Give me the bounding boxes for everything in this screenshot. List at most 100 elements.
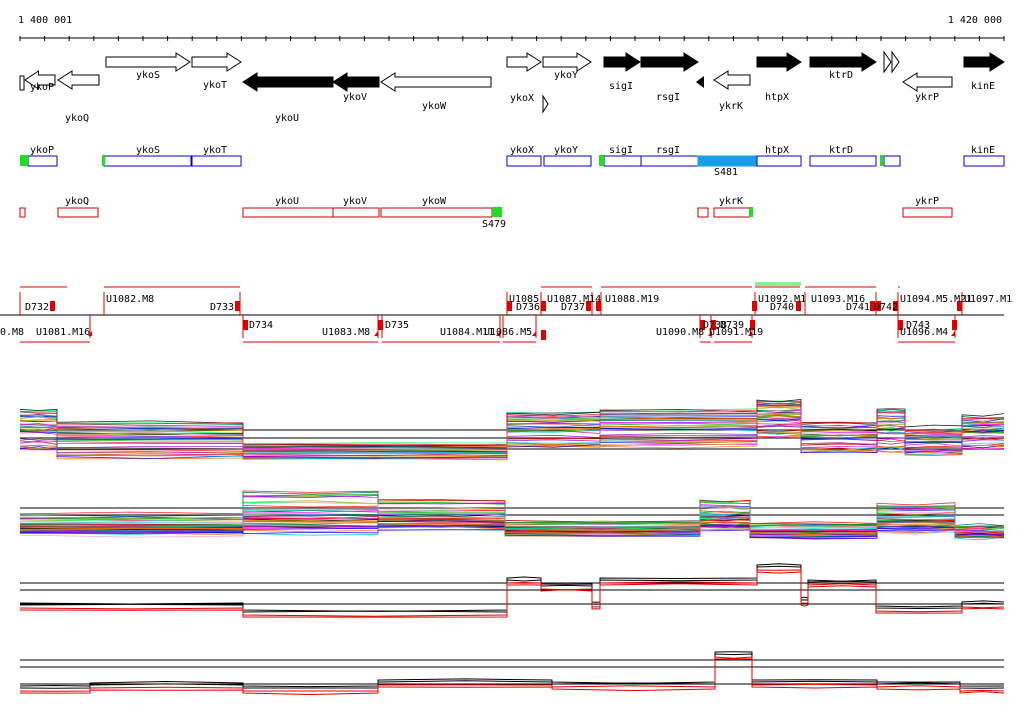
segment-label: D736	[516, 302, 540, 313]
plus-box-ykoS[interactable]: ykoS	[103, 145, 192, 167]
gene-label: ykoV	[343, 92, 367, 103]
small-arrow-icon	[891, 50, 900, 74]
start-coordinate: 1 400 001	[18, 15, 72, 26]
segment-label: U1091.M19	[709, 327, 763, 338]
plus-box-htpX[interactable]: htpX	[756, 145, 802, 167]
gene-label: ktrD	[829, 70, 853, 81]
segment-label: U1081.M16	[36, 327, 90, 338]
plus-box-sigI[interactable]: sigI	[603, 145, 642, 167]
gene-arrow-ykoU[interactable]: ykoU	[242, 72, 334, 124]
minus-extra-label: S479	[482, 219, 506, 230]
segment-label: D742	[874, 302, 898, 313]
gene-arrow-ykoX[interactable]: ykoX	[506, 52, 542, 104]
minus-box-ykoU[interactable]: ykoU	[242, 196, 334, 218]
plus-box-small[interactable]	[883, 155, 901, 167]
gene-label: ykoU	[275, 113, 299, 124]
segment-label: D738	[703, 320, 727, 331]
segment-label: D743	[906, 320, 930, 331]
segment-label: D740	[770, 302, 794, 313]
minus-box-label: ykoU	[275, 196, 299, 207]
segment-label: D737	[561, 302, 585, 313]
minus-box-ykrK[interactable]: ykrK	[713, 196, 751, 218]
segment-label: D739	[720, 320, 744, 331]
gene-label: ykoX	[510, 93, 534, 104]
plus-box-ykoY[interactable]: ykoY	[543, 145, 592, 167]
green-marker	[749, 207, 753, 217]
gene-arrow-ykoT[interactable]: ykoT	[191, 52, 242, 91]
gene-arrow-ykrK[interactable]: ykrK	[713, 70, 751, 112]
plus-box-rsgI[interactable]: rsgI	[640, 145, 699, 167]
small-arrow-icon	[542, 94, 549, 114]
plus-box-ykoT[interactable]: ykoT	[191, 145, 242, 167]
segment-label: U1096.M4	[900, 327, 948, 338]
minus-box-label: ykoW	[422, 196, 447, 207]
gene-label: ykoQ	[65, 113, 89, 124]
gene-arrow-ykoQ[interactable]: ykoQ	[57, 70, 100, 124]
plus-box-label: htpX	[765, 145, 789, 156]
plus-box-label: ykoP	[30, 145, 54, 156]
plus-box-ykoP[interactable]: ykoP	[27, 145, 58, 167]
gene-label: ykoT	[203, 80, 227, 91]
gene-arrow-ykoP[interactable]: ykoP	[24, 70, 56, 93]
segment-label: D741	[846, 302, 870, 313]
segment-label: U1088.M19	[605, 294, 659, 305]
plus-box-label: sigI	[609, 145, 633, 156]
gene-arrow-ykoY[interactable]: ykoY	[542, 52, 592, 81]
segment-label: U1092.M1	[758, 294, 806, 305]
green-marker	[20, 155, 28, 166]
plus-box-label: ykoX	[510, 145, 534, 156]
gene-annotation-track: ykoP ykoQ ykoS ykoT ykoU ykoV ykoW ykoX ykoY sigI…	[19, 50, 1005, 124]
plus-strand-transcript-track: ykoP ykoS ykoT ykoX ykoY sigI rsgI htpX ktrD kinE…	[20, 145, 1005, 178]
gene-label: sigI	[609, 81, 633, 92]
plus-box-label: rsgI	[656, 145, 680, 156]
segment-label: U1084.M11	[440, 327, 494, 338]
minus-box-label: ykrP	[915, 196, 939, 207]
segment-label: U1086.M5	[484, 327, 532, 338]
plus-box-ktrD[interactable]: ktrD	[809, 145, 877, 167]
minus-box-ykrP[interactable]: ykrP	[902, 196, 953, 218]
plus-extra-label: S481	[714, 167, 738, 178]
highlight-region	[697, 155, 757, 167]
gene-arrow-sigI[interactable]: sigI	[603, 52, 641, 92]
minus-box-ykoV[interactable]: ykoV	[332, 196, 380, 218]
green-marker	[599, 155, 604, 166]
small-arrow-icon	[696, 76, 704, 88]
segment-label: U1094.M5.M21	[900, 294, 972, 305]
segment-label: 0.M8	[0, 327, 24, 338]
plus-box-label: kinE	[971, 145, 995, 156]
small-marker-icon	[19, 75, 25, 91]
gene-arrow-ykoW[interactable]: ykoW	[380, 72, 492, 112]
green-marker	[102, 155, 105, 166]
gene-label: ykrP	[915, 92, 939, 103]
segment-label: U1087.M14	[547, 294, 601, 305]
gene-label: htpX	[765, 92, 789, 103]
gene-arrow-ykrP[interactable]: ykrP	[902, 72, 953, 103]
gene-arrow-kinE[interactable]: kinE	[963, 52, 1005, 92]
green-marker	[492, 207, 502, 217]
minus-box-ykoW[interactable]: ykoW	[380, 196, 493, 218]
minus-strand-transcript-track: ykoQ ykoU ykoV ykoW ykrK ykrP S479	[19, 196, 953, 230]
minus-box-ykoQ[interactable]: ykoQ	[57, 196, 99, 218]
gene-arrow-ykoS[interactable]: ykoS	[105, 52, 191, 81]
segment-label: D735	[385, 320, 409, 331]
gene-arrow-ktrD[interactable]: ktrD	[809, 52, 877, 81]
expression-summary-plus	[19, 563, 1005, 618]
segment-label: D732	[25, 302, 49, 313]
gene-arrow-ykoV[interactable]: ykoV	[332, 72, 380, 103]
minus-box-label: ykoQ	[65, 196, 89, 207]
minus-box-small[interactable]	[19, 207, 26, 218]
plus-box-label: ykoS	[136, 145, 160, 156]
gene-arrow-rsgI[interactable]: rsgI	[640, 52, 699, 103]
plus-box-kinE[interactable]: kinE	[963, 145, 1005, 167]
plus-box-ykoX[interactable]: ykoX	[506, 145, 542, 167]
segment-label: U1090.M8	[656, 327, 704, 338]
plus-box-label: ykoT	[203, 145, 227, 156]
green-marker	[880, 155, 883, 166]
segment-label: D734	[249, 320, 273, 331]
segment-label: D733	[210, 302, 234, 313]
gene-label: ykrK	[719, 101, 743, 112]
gene-arrow-htpX[interactable]: htpX	[756, 52, 802, 103]
minus-box-small[interactable]	[697, 207, 709, 218]
